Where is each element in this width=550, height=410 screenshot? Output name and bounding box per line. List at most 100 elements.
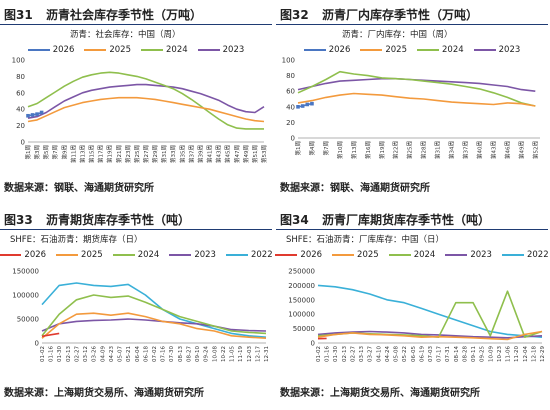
panel-title-bar: 图34 沥青厂库期货库存季节性（吨）	[276, 209, 548, 230]
figure-number: 图33	[4, 213, 33, 227]
legend-label: 2025	[357, 250, 379, 260]
legend-item-2022: 2022	[501, 249, 549, 261]
x-tick-label: 05-22	[402, 346, 408, 362]
legend-item-2026: 2026	[27, 44, 75, 56]
figure-number: 图34	[280, 213, 309, 227]
x-tick-label: 07-16	[161, 346, 167, 362]
legend-label: 2026	[52, 45, 75, 55]
figure-title: 沥青厂内库存季节性（万吨）	[322, 8, 479, 22]
x-tick-label: 01-30	[57, 346, 63, 362]
legend-swatch	[501, 254, 524, 256]
legend-swatch	[84, 49, 107, 51]
x-tick-label: 07-03	[428, 346, 434, 362]
legend-swatch	[112, 254, 135, 256]
x-tick-label: 第43周	[215, 145, 223, 163]
series-line-2023	[41, 318, 267, 332]
x-tick-label: 12-03	[247, 346, 253, 362]
series-line-2025	[317, 330, 543, 341]
x-tick-label: 第9周	[60, 145, 68, 160]
y-tick-label: 80	[16, 73, 25, 81]
series-point-2026	[300, 104, 305, 108]
legend-swatch	[141, 49, 163, 51]
x-tick-label: 11-20	[514, 346, 520, 362]
series-line-2022	[317, 284, 543, 338]
series-point-2026	[296, 105, 300, 109]
y-tick-label: 50000	[293, 325, 315, 333]
series-line-2025	[41, 312, 267, 339]
x-tick-label: 第29周	[151, 145, 159, 163]
x-tick-label: 03-13	[359, 346, 365, 362]
series-line-2023	[317, 330, 543, 339]
y-tick-label: 20	[16, 122, 25, 130]
x-tick-label: 10-09	[488, 346, 494, 362]
x-tick-label: 第27周	[142, 145, 150, 163]
chart-subtitle: 沥青：社会库存：中国（周）	[70, 30, 181, 40]
y-tick-label: 0	[291, 135, 295, 143]
x-tick-label: 第19周	[106, 145, 114, 163]
legend-swatch	[360, 49, 383, 51]
x-tick-label: 第23周	[124, 145, 132, 163]
x-tick-label: 第7周	[51, 145, 59, 160]
series-line-2024	[317, 290, 543, 338]
x-tick-label: 第31周	[160, 145, 168, 163]
legend-label: 2025	[385, 45, 407, 55]
legend-swatch	[445, 254, 468, 256]
figure-title: 沥青期货库存季节性（吨）	[46, 213, 191, 227]
panel-title-bar: 图31 沥青社会库存季节性（万吨）	[0, 4, 272, 25]
x-tick-label: 第25周	[406, 141, 414, 159]
legend-swatch	[275, 254, 298, 256]
y-tick-label: 250000	[288, 268, 315, 276]
y-tick-label: 60	[16, 89, 25, 97]
x-tick-label: 第5周	[42, 145, 50, 160]
legend-label: 2024	[137, 250, 160, 260]
x-tick-label: 01-02	[316, 346, 322, 362]
x-tick-label: 第7周	[322, 141, 330, 156]
panel-title-bar: 图33 沥青期货库存季节性（吨）	[0, 209, 272, 230]
figure-number: 图32	[280, 8, 309, 22]
y-tick-label: 80	[286, 72, 295, 80]
legend-swatch	[332, 254, 355, 256]
legend-swatch	[388, 254, 411, 256]
x-tick-label: 07-02	[152, 346, 158, 362]
x-tick-label: 第47周	[233, 145, 241, 163]
x-tick-label: 第51周	[251, 145, 259, 163]
series-point-2026	[30, 113, 35, 117]
legend-item-2023: 2023	[473, 44, 520, 56]
series-point-2026	[35, 112, 39, 116]
x-tick-label: 10-22	[221, 346, 227, 362]
legend-item-2023: 2023	[169, 249, 216, 261]
y-tick-label: 40	[286, 103, 295, 111]
series-point-2026	[305, 102, 310, 107]
x-tick-label: 04-09	[100, 346, 106, 362]
x-tick-label: 第19周	[378, 141, 386, 159]
figure-number: 图31	[4, 8, 33, 22]
x-tick-label: 第39周	[196, 145, 204, 163]
x-tick-label: 07-31	[445, 346, 451, 362]
x-tick-label: 02-13	[66, 346, 72, 362]
x-tick-label: 06-04	[135, 346, 141, 362]
chart-canvas: 0 50000 100000 150000 200000 250000 01-02 01-16…	[288, 268, 546, 362]
data-source: 数据来源：上海期货交易所、海通期货研究所	[4, 388, 204, 399]
x-tick-label: 08-13	[178, 346, 184, 362]
x-tick-label: 09-11	[471, 346, 477, 362]
data-source: 数据来源：钢联、海通期货研究所	[280, 183, 430, 194]
x-tick-label: 第45周	[224, 145, 232, 163]
chart-subtitle: 沥青：厂内库存：中国（周）	[342, 30, 453, 40]
x-tick-label: 03-26	[92, 346, 98, 362]
legend-label: 2022	[526, 250, 549, 260]
x-tick-label: 第40周	[476, 141, 484, 159]
legend-label: 2024	[166, 45, 188, 55]
legend-label: 2023	[470, 250, 492, 260]
x-tick-label: 第46周	[503, 141, 511, 159]
x-tick-label: 第1周	[24, 145, 32, 160]
chart-legend: 2026 2025 2024 2023 2022	[0, 249, 273, 261]
legend-swatch	[225, 254, 248, 256]
x-tick-label: 第13周	[78, 145, 86, 163]
x-tick-label: 第11周	[69, 145, 77, 163]
x-tick-label: 第35周	[178, 145, 186, 163]
series-line-2022	[41, 282, 267, 338]
x-tick-label: 05-07	[118, 346, 124, 362]
y-tick-label: 100000	[12, 292, 39, 300]
legend-label: 2026	[328, 45, 351, 55]
